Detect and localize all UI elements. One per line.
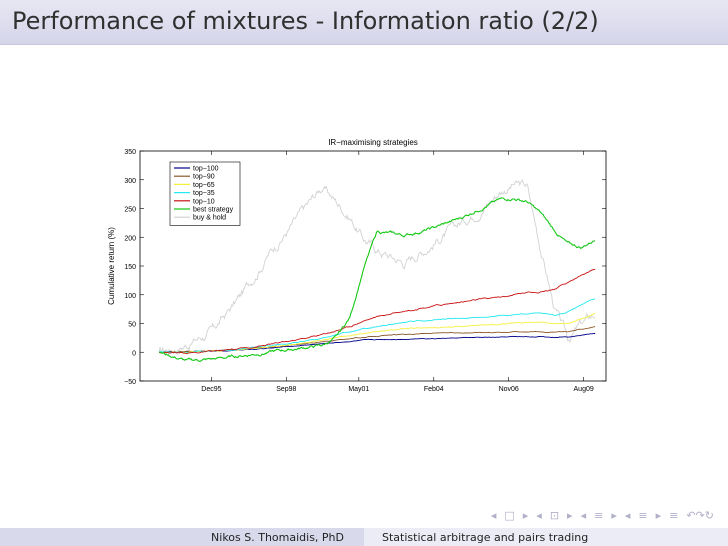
legend-label: top−65 — [193, 182, 215, 189]
nav-prev-frame-icon[interactable]: ◂ — [490, 508, 497, 522]
author-name: Nikos S. Thomaidis, PhD — [211, 530, 344, 544]
x-tick-label: Sep98 — [276, 386, 296, 393]
nav-presentation-icon[interactable]: ≡ — [638, 508, 648, 522]
footer-title: Statistical arbitrage and pairs trading — [364, 528, 728, 546]
frame-title: Performance of mixtures - Information ra… — [12, 7, 599, 35]
y-tick-label: 100 — [124, 293, 136, 300]
y-tick-label: 200 — [124, 235, 136, 242]
talk-title: Statistical arbitrage and pairs trading — [382, 530, 589, 544]
legend-box — [169, 161, 241, 226]
nav-subsection-icon[interactable]: ⊡ — [549, 508, 560, 522]
nav-next-subsection-icon[interactable]: ▸ — [567, 508, 573, 522]
nav-prev-presentation-icon[interactable]: ◂ — [624, 508, 631, 522]
nav-prev-subsection-icon[interactable]: ◂ — [536, 508, 542, 522]
series-line-top-10 — [158, 268, 596, 355]
legend-label: top−90 — [193, 174, 215, 181]
footer: Nikos S. Thomaidis, PhD Statistical arbi… — [0, 528, 728, 546]
y-tick-label: 0 — [132, 350, 136, 357]
y-axis: −50 0 50 100 150 200 250 300 350 — [124, 149, 606, 386]
chart: −50 0 50 100 150 200 250 300 350 Dec95 Sep98 May01… — [107, 138, 607, 393]
legend-label: top−35 — [193, 190, 215, 197]
legend-label: buy & hold — [193, 215, 226, 222]
legend-label: best strategy — [193, 207, 234, 214]
x-tick-label: Aug09 — [574, 386, 594, 393]
y-tick-label: 350 — [124, 149, 136, 156]
y-axis-label: Cumulative return (%) — [107, 227, 116, 305]
beamer-navigation: ◂ □ ▸ ◂ ⊡ ▸ ◂ ≡ ▸ ◂ ≡ ▸ ≡ ↶↷↻ — [491, 506, 714, 524]
x-tick-label: May01 — [348, 386, 369, 393]
y-tick-label: −50 — [124, 379, 136, 386]
series-line-top-35 — [158, 298, 596, 354]
x-tick-label: Dec95 — [201, 386, 221, 393]
nav-section-icon[interactable]: ≡ — [594, 508, 604, 522]
y-tick-label: 300 — [124, 178, 136, 185]
nav-next-presentation-icon[interactable]: ▸ — [655, 508, 662, 522]
series-line-best-strategy — [158, 197, 596, 362]
y-tick-label: 250 — [124, 207, 136, 214]
y-tick-label: 150 — [124, 264, 136, 271]
y-tick-label: 50 — [128, 322, 136, 329]
nav-search-back-icon[interactable]: ↶↷↻ — [686, 508, 714, 522]
x-tick-label: Nov06 — [499, 386, 519, 393]
chart-title: IR−maximising strategies — [328, 138, 418, 147]
series-line-buy-hold — [158, 178, 596, 356]
frame-title-bar: Performance of mixtures - Information ra… — [0, 0, 728, 45]
nav-frame-icon[interactable]: □ — [504, 508, 515, 522]
legend-label: top−10 — [193, 198, 215, 205]
nav-next-frame-icon[interactable]: ▸ — [522, 508, 529, 522]
nav-prev-section-icon[interactable]: ◂ — [580, 508, 587, 522]
nav-appendix-icon[interactable]: ≡ — [669, 508, 679, 522]
x-axis: Dec95 Sep98 May01 Feb04 Nov06 Aug09 — [201, 151, 594, 393]
footer-author: Nikos S. Thomaidis, PhD — [0, 528, 364, 546]
nav-next-section-icon[interactable]: ▸ — [611, 508, 617, 522]
series-layer — [158, 178, 596, 362]
x-tick-label: Feb04 — [424, 386, 444, 393]
legend-label: top−100 — [193, 166, 219, 173]
